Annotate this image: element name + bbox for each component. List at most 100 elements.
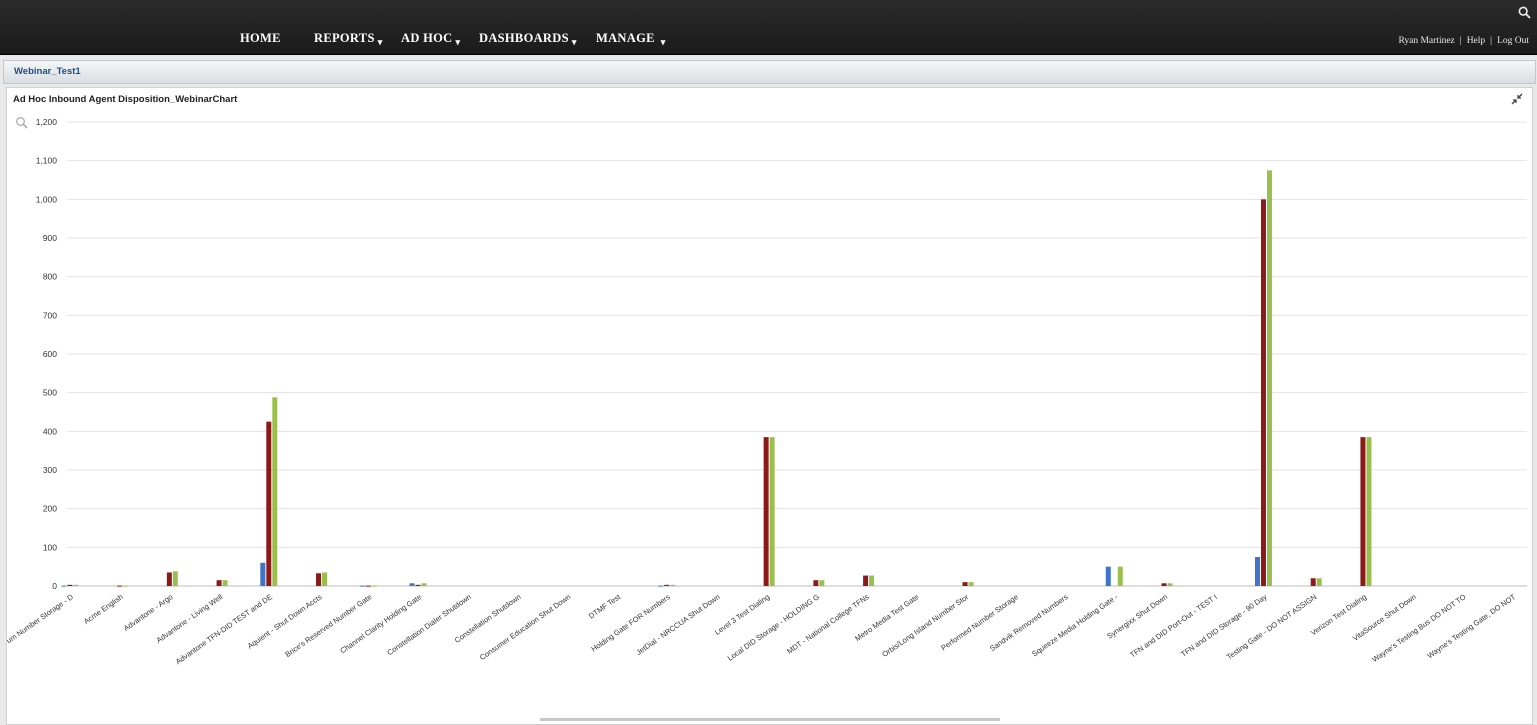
bar — [1266, 170, 1272, 586]
y-tick-label: 1,000 — [36, 194, 58, 204]
user-name: Ryan Martinez — [1398, 36, 1455, 46]
top-nav-bar: HOME REPORTS ▾ AD HOC ▾ DASHBOARDS ▾ MANAGE… — [0, 0, 1537, 55]
nav-reports[interactable]: REPORTS ▾ — [314, 31, 383, 47]
nav-dashboards[interactable]: DASHBOARDS ▾ — [479, 31, 577, 47]
bar — [421, 583, 427, 586]
chart-panel: 0 100 200 300 400 500 600 700 800 900 1,000 1,100 1,… — [6, 87, 1533, 725]
nav-manage[interactable]: MANAGE ▾ — [596, 31, 666, 47]
bar — [670, 584, 676, 586]
bar — [664, 584, 670, 586]
bar — [222, 580, 228, 586]
bar — [658, 585, 664, 587]
horizontal-scrollbar[interactable] — [540, 718, 1000, 721]
bar — [1260, 199, 1266, 586]
x-tick-label: Orbis/Long Island Number Stor — [880, 592, 970, 659]
x-tick-label: Acme English — [82, 592, 125, 626]
bar — [117, 585, 123, 587]
bar — [1117, 566, 1123, 586]
bar — [266, 421, 272, 586]
dashboard-tab-title[interactable]: Webinar_Test1 — [14, 66, 81, 77]
help-link[interactable]: Help — [1466, 36, 1486, 46]
bar — [216, 580, 222, 586]
x-tick-label: Wayne's Testing Bus DO NOT TO — [1370, 592, 1467, 664]
x-tick-label: TFN and DID Storage - 90 Day — [1179, 592, 1269, 659]
bar — [365, 585, 371, 587]
separator: | — [1490, 36, 1493, 46]
bar — [968, 582, 974, 586]
bar — [1161, 583, 1167, 586]
chevron-down-icon: ▾ — [377, 37, 383, 47]
y-tick-label: 500 — [43, 388, 57, 398]
y-tick-label: 400 — [43, 426, 57, 436]
bar — [1316, 578, 1322, 586]
nav-ad-hoc[interactable]: AD HOC ▾ — [401, 31, 461, 47]
x-tick-label: Local DID Storage - HOLDING G — [726, 592, 821, 663]
bar — [869, 575, 875, 586]
user-links: Ryan Martinez | Help | Log Out — [1398, 36, 1529, 46]
y-tick-label: 900 — [43, 233, 57, 243]
x-tick-label: Constellation Dialer Shutdown — [385, 592, 472, 657]
bar — [371, 585, 377, 587]
x-tick-label: Holding Gate FOR Numbers — [589, 592, 672, 654]
nav-manage-label: MANAGE — [596, 31, 655, 45]
bar — [1310, 578, 1316, 586]
y-tick-label: 200 — [43, 504, 57, 514]
bar — [172, 571, 178, 586]
bar — [1105, 566, 1111, 586]
separator: | — [1459, 36, 1462, 46]
nav-dashboards-label: DASHBOARDS — [479, 31, 569, 45]
y-tick-label: 100 — [43, 542, 57, 552]
y-tick-label: 1,200 — [36, 117, 58, 127]
bar — [1254, 557, 1260, 586]
chevron-down-icon: ▾ — [571, 37, 577, 47]
bar — [123, 585, 129, 587]
x-tick-label: JetDial - NRCCUA Shut Down — [634, 592, 721, 657]
x-tick-label: Brice's Reserved Number Gate — [283, 592, 373, 659]
bar — [272, 397, 278, 586]
bar — [769, 437, 775, 586]
nav-reports-label: REPORTS — [314, 31, 375, 45]
bar — [166, 572, 172, 586]
bar — [1167, 583, 1173, 586]
y-tick-label: 800 — [43, 272, 57, 282]
x-tick-label: Consumer Education Shut Down — [478, 592, 572, 662]
y-tick-label: 300 — [43, 465, 57, 475]
bar — [819, 580, 825, 586]
x-tick-label: Advantone TFN-DID TEST and DE — [174, 592, 274, 666]
x-tick-label: TFN and DID Port-Out - TEST I — [1128, 592, 1219, 659]
x-tick-label: Squeeze Media Holding Gate - — [1030, 592, 1120, 658]
bar — [1366, 437, 1372, 586]
bar — [73, 584, 79, 586]
bar — [316, 573, 322, 586]
zoom-icon[interactable] — [15, 116, 29, 135]
x-tick-label: um Number Storage - D — [7, 592, 75, 645]
nav-ad-hoc-label: AD HOC — [401, 31, 453, 45]
bar — [763, 437, 769, 586]
nav-home[interactable]: HOME — [240, 31, 281, 46]
bar — [260, 562, 266, 586]
x-tick-label: MDT - National College TFNs — [785, 592, 871, 656]
collapse-icon[interactable] — [1510, 92, 1524, 111]
chevron-down-icon: ▾ — [660, 37, 666, 47]
search-icon[interactable] — [1518, 6, 1531, 24]
x-tick-label: Testing Gate - DO NOT ASSIGN — [1225, 592, 1318, 661]
bar — [1360, 437, 1366, 586]
y-tick-label: 600 — [43, 349, 57, 359]
bar — [61, 585, 67, 587]
bar — [359, 585, 365, 587]
logout-link[interactable]: Log Out — [1497, 36, 1529, 46]
nav-home-label: HOME — [240, 31, 281, 45]
bar — [415, 584, 421, 586]
panel-title: Ad Hoc Inbound Agent Disposition_Webinar… — [13, 94, 238, 105]
x-tick-label: Advantone - Argo — [122, 592, 175, 633]
bar — [67, 584, 73, 586]
x-tick-label: Channel Clarity Holding Gate — [338, 592, 423, 655]
bar — [409, 583, 415, 586]
dashboard-tab-header: Webinar_Test1 — [3, 60, 1536, 84]
bar — [863, 575, 869, 586]
y-tick-label: 700 — [43, 310, 57, 320]
bar — [322, 572, 328, 586]
x-tick-label: Wayne's Testing Gate, DO NOT — [1426, 592, 1518, 660]
chevron-down-icon: ▾ — [455, 37, 461, 47]
x-tick-label: DTMF Test — [587, 592, 623, 621]
